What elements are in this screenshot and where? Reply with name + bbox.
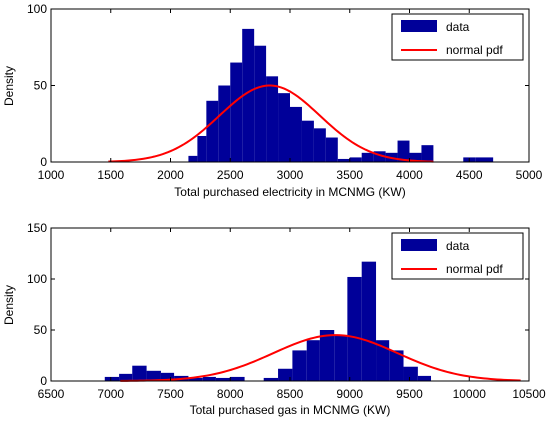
x-tick-label-3: 2500 [217, 168, 244, 182]
legend-data-swatch [401, 20, 437, 32]
histogram-bar-6 [188, 377, 203, 381]
chart-electricity: 1000 1500 2000 2500 3000 3500 4000 4500 5000 0 50 1… [2, 2, 543, 199]
x-tick-label-0: 6500 [38, 387, 65, 401]
histogram-bar-15 [334, 335, 348, 381]
legend-data-swatch [401, 239, 437, 251]
chart-electricity-bars [188, 28, 494, 162]
legend-pdf-label: normal pdf [446, 262, 503, 276]
histogram-bar-3 [146, 370, 161, 381]
chart-gas-xlabel: Total purchased gas in MCNMG (KW) [190, 403, 391, 417]
chart-gas-ylabel: Density [2, 285, 16, 325]
histogram-bar-11 [313, 128, 326, 162]
chart-gas-ticks: 6500 7000 7500 8000 8500 9000 9500 10000 10500 0 5… [27, 221, 546, 401]
histogram-bar-13 [337, 158, 350, 162]
histogram-bar-12 [292, 350, 307, 381]
chart-electricity-ylabel: Density [2, 66, 16, 106]
x-tick-label-4: 3000 [277, 168, 304, 182]
histogram-bar-3 [218, 85, 231, 162]
legend-pdf-label: normal pdf [446, 43, 503, 57]
legend-data-label: data [446, 239, 470, 253]
y-tick-label-1: 50 [34, 79, 48, 93]
x-tick-label-6: 9500 [396, 387, 423, 401]
histogram-bar-2 [132, 365, 147, 381]
x-tick-label-1: 1500 [97, 168, 124, 182]
histogram-bar-8 [215, 377, 231, 381]
y-tick-label-2: 100 [27, 272, 47, 286]
histogram-bar-10 [263, 377, 279, 381]
histogram-bar-2 [206, 100, 219, 162]
chart-gas: 6500 7000 7500 8000 8500 9000 9500 10000 10500 0 5… [2, 221, 546, 417]
legend-data-label: data [446, 20, 470, 34]
histogram-bar-11 [278, 368, 293, 381]
y-tick-label-3: 150 [27, 221, 47, 235]
x-tick-label-4: 8500 [277, 387, 304, 401]
histogram-bar-20 [421, 145, 434, 162]
x-tick-label-0: 1000 [38, 168, 65, 182]
histogram-bar-0 [104, 376, 120, 381]
y-tick-label-1: 50 [34, 323, 48, 337]
x-tick-label-7: 4500 [456, 168, 483, 182]
histogram-bar-7 [202, 376, 216, 381]
chart-electricity-normal-pdf-line [108, 84, 434, 163]
histogram-bar-8 [278, 93, 290, 162]
histogram-bar-10 [301, 120, 314, 162]
histogram-bar-16 [373, 151, 386, 162]
x-tick-label-6: 4000 [396, 168, 423, 182]
x-tick-label-8: 10500 [512, 387, 546, 401]
chart-electricity-legend: data normal pdf [391, 13, 524, 61]
x-tick-label-5: 3500 [336, 168, 363, 182]
chart-gas-legend: data normal pdf [391, 232, 524, 280]
histogram-bar-9 [230, 376, 245, 381]
histogram-bar-0 [188, 155, 198, 162]
chart-gas-normal-pdf-line [120, 334, 521, 382]
chart-electricity-xlabel: Total purchased electricity in MCNMG (KW… [174, 185, 405, 199]
histogram-bar-7 [266, 76, 279, 162]
histogram-bar-20 [403, 366, 418, 381]
y-tick-label-2: 100 [27, 2, 47, 16]
histogram-bar-1 [197, 135, 207, 162]
y-tick-label-0: 0 [40, 155, 47, 169]
chart-gas-bars [104, 261, 432, 381]
histogram-bar-19 [389, 350, 404, 381]
y-tick-label-0: 0 [40, 374, 47, 388]
histogram-bar-4 [160, 372, 175, 381]
histogram-bar-19 [409, 152, 422, 162]
histogram-bar-14 [319, 330, 335, 381]
x-tick-label-5: 9000 [336, 387, 363, 401]
x-tick-label-2: 7500 [157, 387, 184, 401]
histogram-bar-14 [349, 157, 362, 162]
x-tick-label-1: 7000 [97, 387, 124, 401]
histogram-bar-9 [290, 106, 302, 162]
x-tick-label-7: 10000 [453, 387, 487, 401]
histogram-bar-12 [325, 137, 338, 162]
histogram-bar-21 [417, 375, 432, 381]
histogram-bar-15 [361, 152, 374, 162]
x-tick-label-2: 2000 [157, 168, 184, 182]
histogram-bar-18 [376, 340, 390, 381]
histogram-bar-6 [254, 45, 267, 162]
histogram-bar-1 [119, 373, 133, 381]
histogram-bar-5 [242, 28, 255, 162]
x-tick-label-3: 8000 [217, 387, 244, 401]
histogram-bar-4 [230, 62, 243, 162]
chart-electricity-ticks: 1000 1500 2000 2500 3000 3500 4000 4500 5000 0 50 1… [27, 2, 543, 182]
x-tick-label-8: 5000 [516, 168, 543, 182]
histogram-bar-17 [361, 261, 377, 381]
histogram-bar-13 [306, 340, 320, 381]
histogram-bar-16 [347, 276, 362, 381]
histogram-bar-18 [397, 140, 410, 162]
histogram-bar-22 [475, 157, 494, 162]
